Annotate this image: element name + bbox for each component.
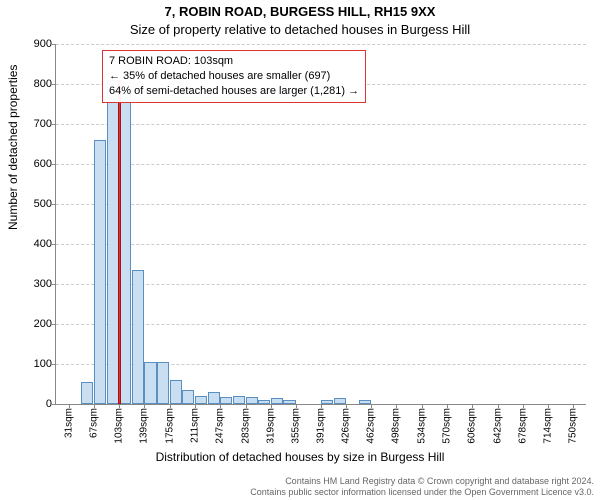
histogram-bar: [119, 94, 131, 404]
gridline: [56, 44, 586, 45]
x-axis-label: Distribution of detached houses by size …: [0, 450, 600, 464]
highlight-bar: [118, 80, 121, 404]
gridline: [56, 204, 586, 205]
ytick-label: 800: [34, 78, 52, 90]
xtick-label: 211sqm: [189, 408, 200, 443]
histogram-bar: [94, 140, 106, 404]
xtick-label: 570sqm: [442, 408, 453, 444]
ytick-mark: [52, 364, 56, 365]
plot-area: 010020030040050060070080090031sqm67sqm10…: [55, 44, 586, 405]
chart-container: 7, ROBIN ROAD, BURGESS HILL, RH15 9XX Si…: [0, 0, 600, 500]
xtick-label: 139sqm: [139, 408, 150, 444]
annotation-line-larger: 64% of semi-detached houses are larger (…: [109, 84, 359, 99]
histogram-bar: [170, 380, 182, 404]
ytick-mark: [52, 84, 56, 85]
histogram-bar: [132, 270, 144, 404]
xtick-label: 247sqm: [215, 408, 226, 444]
xtick-label: 642sqm: [492, 408, 503, 444]
xtick-label: 67sqm: [88, 408, 99, 438]
histogram-bar: [182, 390, 194, 404]
histogram-bar: [359, 400, 371, 404]
footer-line1: Contains HM Land Registry data © Crown c…: [250, 476, 594, 487]
ytick-mark: [52, 164, 56, 165]
ytick-mark: [52, 404, 56, 405]
xtick-label: 678sqm: [517, 408, 528, 444]
histogram-bar: [81, 382, 93, 404]
xtick-label: 391sqm: [316, 408, 327, 444]
annotation-line-value: 7 ROBIN ROAD: 103sqm: [109, 54, 359, 69]
histogram-bar: [283, 400, 295, 404]
ytick-label: 500: [34, 198, 52, 210]
ytick-mark: [52, 324, 56, 325]
histogram-bar: [144, 362, 156, 404]
ytick-mark: [52, 244, 56, 245]
histogram-bar: [321, 400, 333, 404]
histogram-bar: [208, 392, 220, 404]
histogram-bar: [195, 396, 207, 404]
annotation-box: 7 ROBIN ROAD: 103sqm ← 35% of detached h…: [102, 50, 366, 103]
ytick-label: 600: [34, 158, 52, 170]
xtick-label: 103sqm: [114, 408, 125, 444]
xtick-label: 750sqm: [568, 408, 579, 444]
chart-subtitle: Size of property relative to detached ho…: [0, 22, 600, 37]
footer-attribution: Contains HM Land Registry data © Crown c…: [250, 476, 594, 498]
ytick-label: 400: [34, 238, 52, 250]
xtick-label: 355sqm: [291, 408, 302, 444]
xtick-label: 714sqm: [543, 408, 554, 444]
xtick-label: 319sqm: [265, 408, 276, 444]
histogram-bar: [233, 396, 245, 404]
ytick-label: 700: [34, 118, 52, 130]
ytick-label: 300: [34, 278, 52, 290]
ytick-mark: [52, 124, 56, 125]
xtick-label: 606sqm: [467, 408, 478, 444]
chart-title-address: 7, ROBIN ROAD, BURGESS HILL, RH15 9XX: [0, 4, 600, 19]
ytick-label: 900: [34, 38, 52, 50]
ytick-mark: [52, 44, 56, 45]
histogram-bar: [271, 398, 283, 404]
ytick-mark: [52, 284, 56, 285]
footer-line2: Contains public sector information licen…: [250, 487, 594, 498]
xtick-label: 31sqm: [63, 408, 74, 438]
annotation-line-smaller: ← 35% of detached houses are smaller (69…: [109, 69, 359, 84]
xtick-label: 498sqm: [391, 408, 402, 444]
histogram-bar: [246, 397, 258, 404]
ytick-label: 200: [34, 318, 52, 330]
histogram-bar: [220, 397, 232, 404]
xtick-label: 426sqm: [340, 408, 351, 444]
xtick-label: 462sqm: [366, 408, 377, 444]
xtick-label: 534sqm: [416, 408, 427, 444]
gridline: [56, 164, 586, 165]
gridline: [56, 244, 586, 245]
ytick-label: 0: [46, 398, 52, 410]
y-axis-label: Number of detached properties: [6, 65, 20, 230]
ytick-mark: [52, 204, 56, 205]
histogram-bar: [258, 400, 270, 404]
histogram-bar: [157, 362, 169, 404]
xtick-label: 283sqm: [240, 408, 251, 444]
gridline: [56, 124, 586, 125]
xtick-label: 175sqm: [164, 408, 175, 444]
ytick-label: 100: [34, 358, 52, 370]
histogram-bar: [334, 398, 346, 404]
